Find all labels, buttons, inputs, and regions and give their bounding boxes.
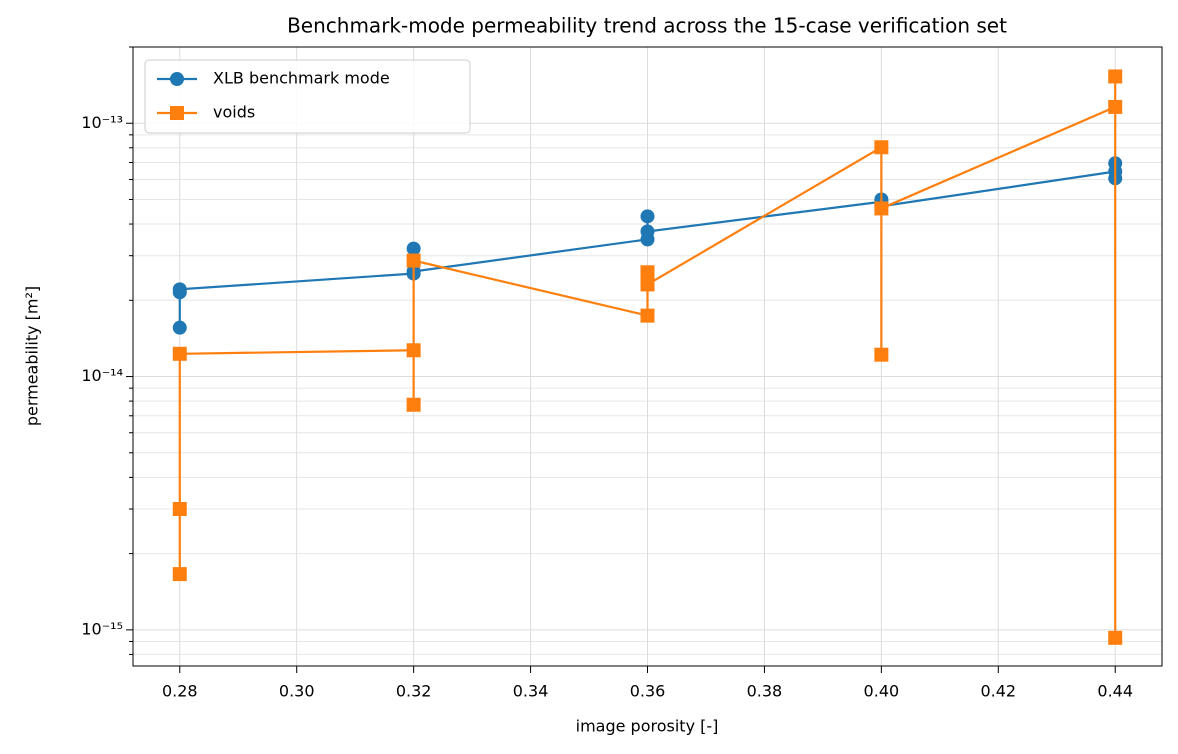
marker [406, 241, 421, 256]
marker [640, 308, 655, 323]
y-tick-label: 10⁻¹³ [81, 113, 123, 132]
marker [406, 397, 421, 412]
marker [172, 320, 187, 335]
x-tick-label: 0.44 [1097, 682, 1133, 701]
x-tick-label: 0.32 [396, 682, 432, 701]
legend-marker [170, 106, 184, 120]
chart-title: Benchmark-mode permeability trend across… [287, 14, 1007, 38]
marker [640, 277, 655, 292]
marker [1108, 69, 1123, 84]
legend-label: XLB benchmark mode [213, 69, 390, 88]
x-tick-label: 0.36 [630, 682, 666, 701]
x-tick-label: 0.30 [279, 682, 315, 701]
x-tick-label: 0.34 [513, 682, 549, 701]
marker [874, 140, 889, 155]
marker [406, 343, 421, 358]
marker [640, 224, 655, 239]
marker [406, 253, 421, 268]
legend-marker [170, 72, 184, 86]
x-tick-label: 0.28 [162, 682, 198, 701]
marker [172, 346, 187, 361]
marker [172, 282, 187, 297]
marker [1108, 99, 1123, 114]
plot-frame [132, 46, 1163, 667]
marker [640, 209, 655, 224]
marker [874, 201, 889, 216]
legend-box [144, 59, 471, 134]
x-tick-label: 0.42 [980, 682, 1016, 701]
x-axis-label: image porosity [-] [576, 717, 719, 736]
x-tick-label: 0.40 [864, 682, 900, 701]
marker [874, 347, 889, 362]
y-tick-label: 10⁻¹⁴ [81, 366, 123, 385]
y-axis-label: permeability [m²] [23, 286, 42, 426]
x-tick-label: 0.38 [747, 682, 783, 701]
marker [1108, 630, 1123, 645]
marker [172, 502, 187, 517]
marker [640, 265, 655, 280]
y-tick-label: 10⁻¹⁵ [81, 619, 123, 638]
marker [172, 567, 187, 582]
legend-label: voids [213, 103, 255, 122]
